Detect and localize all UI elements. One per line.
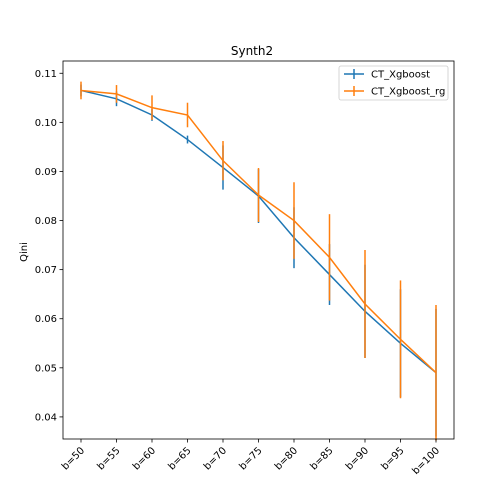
x-tick-label: b=90 [344, 445, 371, 472]
y-tick-label: 0.09 [35, 167, 57, 178]
chart-title: Synth2 [231, 44, 273, 58]
legend-label: CT_Xgboost [371, 70, 430, 81]
y-tick-label: 0.04 [35, 412, 57, 423]
legend: CT_Xgboost CT_Xgboost_rg [338, 65, 449, 101]
legend-label: CT_Xgboost_rg [371, 87, 445, 98]
x-tick-label: b=75 [237, 445, 264, 472]
x-tick-label: b=85 [308, 445, 335, 472]
x-tick-label: b=60 [131, 445, 158, 472]
y-axis-label: Qini [19, 242, 30, 262]
y-tick-label: 0.07 [35, 265, 57, 276]
series-line [80, 89, 437, 374]
y-tick-label: 0.11 [35, 69, 57, 80]
y-axis: 0.04 0.05 0.06 0.07 0.08 0.09 0.10 0.11 [35, 69, 63, 423]
y-tick-label: 0.05 [35, 363, 57, 374]
x-tick-label: b=100 [410, 445, 442, 477]
x-tick-label: b=70 [202, 445, 229, 472]
legend-box [338, 65, 449, 101]
y-tick-label: 0.10 [35, 118, 57, 129]
series-CT_Xgboost [80, 84, 437, 437]
x-tick-label: b=65 [166, 445, 193, 472]
series-CT_Xgboost_rg [80, 81, 437, 441]
series-line [80, 89, 437, 374]
x-tick-label: b=80 [273, 445, 300, 472]
plot-frame [62, 60, 455, 440]
plot-marks [80, 81, 437, 441]
y-tick-label: 0.06 [35, 314, 57, 325]
x-tick-label: b=55 [95, 445, 122, 472]
x-axis: b=50 b=55 b=60 b=65 b=70 b=75 b=80 b=85 b=90 b=95… [60, 439, 442, 477]
x-tick-label: b=50 [60, 445, 87, 472]
x-tick-label: b=95 [379, 445, 406, 472]
y-tick-label: 0.08 [35, 216, 57, 227]
